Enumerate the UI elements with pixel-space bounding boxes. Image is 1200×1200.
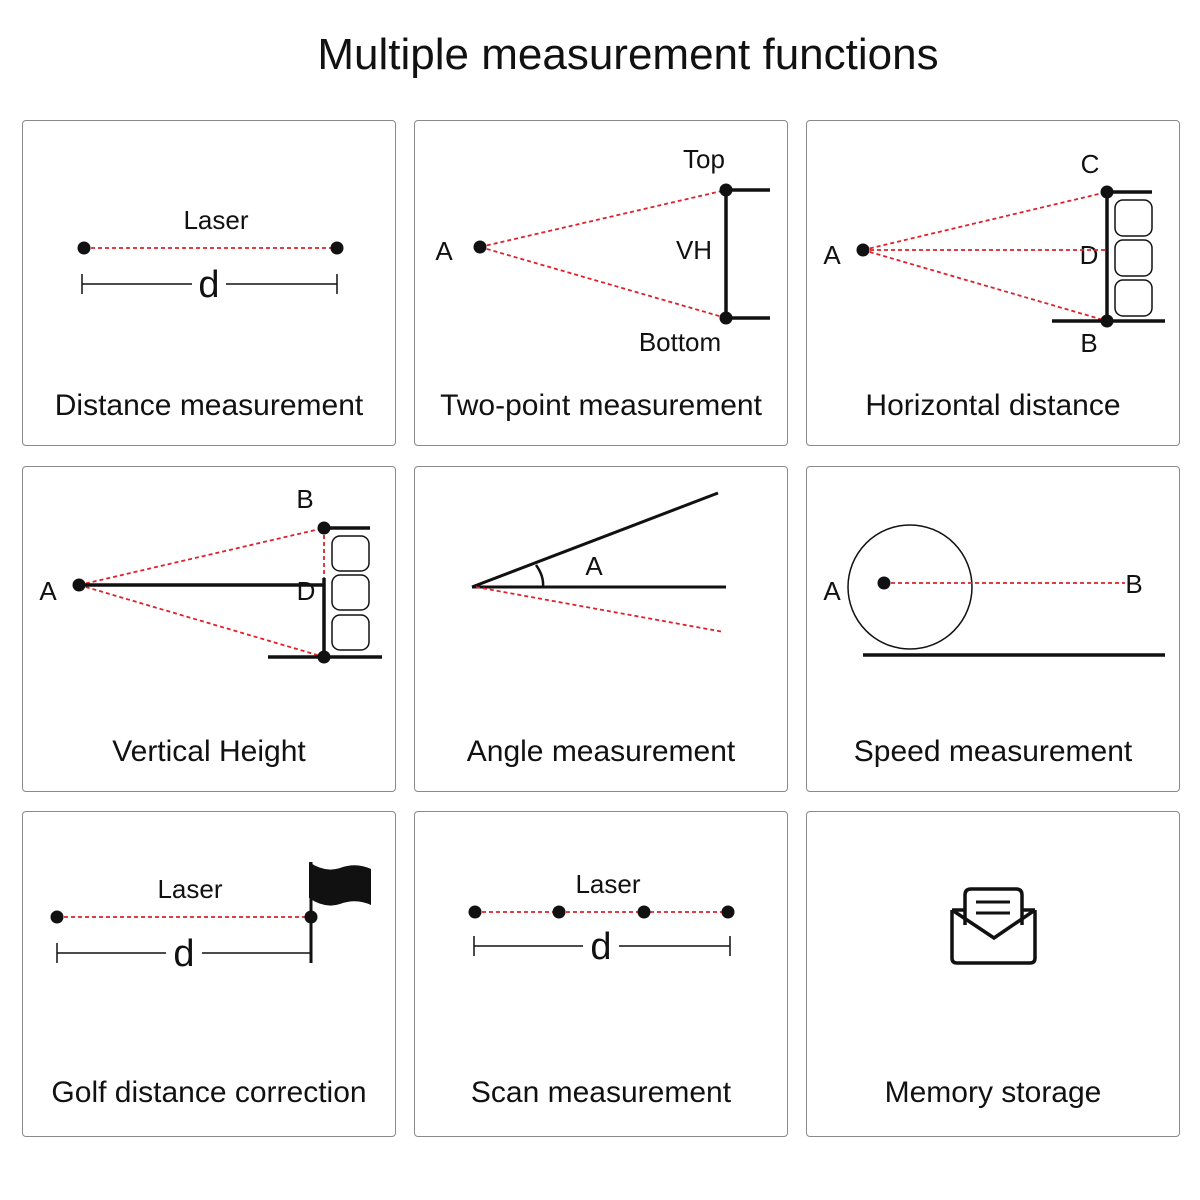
caption: Speed measurement [853,735,1133,768]
d-label: d [173,933,194,975]
caption: Horizontal distance [865,389,1121,422]
point [77,241,91,255]
top-label: Top [683,144,725,174]
point [468,905,482,919]
point [304,910,318,924]
point [317,650,331,664]
laser-label: Laser [575,869,640,899]
window [331,614,370,651]
angle-arc [534,564,545,588]
angle-diagram: A [471,491,726,633]
d-label: D [1080,240,1099,270]
point [552,905,566,919]
point [330,241,344,255]
card-horizontal: Horizontal distance [806,120,1180,446]
golf-diagram: Laser d [50,862,371,975]
caption: Angle measurement [466,735,736,768]
distance-diagram: Laser d [77,205,344,306]
laser-beams [78,527,325,658]
card-distance: Distance measurement [22,120,396,446]
window [331,574,370,611]
window [1114,239,1153,277]
point [317,521,331,535]
point [72,578,86,592]
scan-diagram: Laser d [468,869,735,968]
laser-label: Laser [157,874,222,904]
d-label: D [297,576,316,606]
speed-diagram: B A [823,524,1165,657]
laser-beams [862,191,1108,322]
dimension-line [81,274,338,294]
laser-label: Laser [183,205,248,235]
laser-beam [475,586,725,633]
card-vertical-height: Vertical Height [22,466,396,792]
point [856,243,870,257]
target-structure [724,188,770,320]
card-golf: Golf distance correction [22,811,396,1137]
point [1100,314,1114,328]
caption: Golf distance correction [51,1076,367,1109]
dimension-line [56,943,311,963]
laser-beams [479,189,727,319]
two-point-diagram: Top A VH Bottom [435,144,770,357]
envelope-letter-icon [950,887,1037,965]
point [721,905,735,919]
wheel [847,524,973,650]
point [473,240,487,254]
d-label: d [590,926,611,968]
a-label: A [435,236,453,266]
point [1100,185,1114,199]
card-two-point: Two-point measurement [414,120,788,446]
window [1114,279,1153,317]
caption: Vertical Height [112,735,306,768]
horizontal-diagram: C A D B [823,149,1165,358]
point [719,183,733,197]
caption: Two-point measurement [440,389,762,422]
caption: Distance measurement [54,389,364,422]
point [637,905,651,919]
vertical-height-diagram: B A D [39,484,382,664]
a-label: A [585,551,603,581]
caption: Memory storage [884,1076,1102,1109]
card-memory: Memory storage [806,811,1180,1137]
b-label: B [296,484,313,514]
a-label: A [823,576,841,606]
caption: Scan measurement [470,1076,732,1109]
card-scan: Scan measurement [414,811,788,1137]
building [1052,190,1165,323]
a-label: A [39,576,57,606]
c-label: C [1081,149,1100,179]
b-label: B [1125,569,1142,599]
angle-lines [471,491,726,589]
a-label: A [823,240,841,270]
window [1114,199,1153,237]
dimension-line [473,936,731,956]
card-angle: Angle measurement [414,466,788,792]
vh-label: VH [676,235,712,265]
bottom-label: Bottom [639,327,721,357]
point [719,311,733,325]
point [877,576,891,590]
window [331,535,370,572]
building [79,526,382,659]
page-title: Multiple measurement functions [317,30,939,79]
flag-icon [309,862,371,906]
card-speed: Speed measurement [806,466,1180,792]
point [50,910,64,924]
b-label: B [1080,328,1097,358]
d-label: d [198,264,219,306]
